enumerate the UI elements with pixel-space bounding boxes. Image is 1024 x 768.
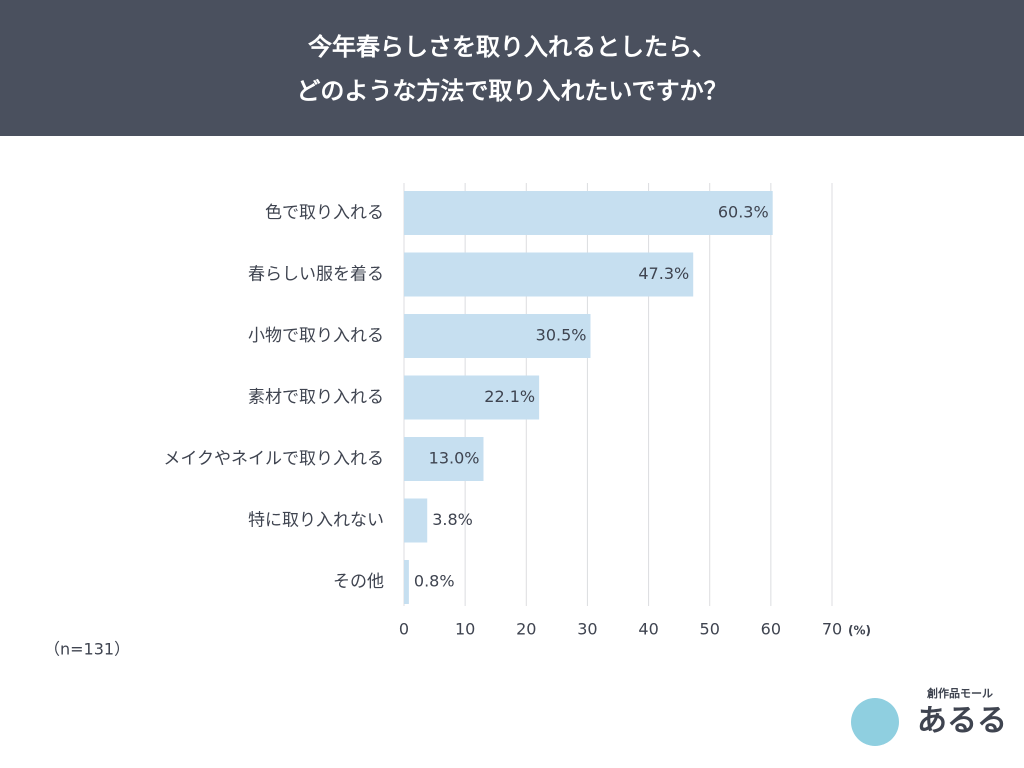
value-label: 60.3%	[718, 203, 769, 222]
x-tick-label: 40	[638, 620, 658, 639]
logo: 創作品モール あるる	[851, 686, 1007, 746]
bar	[404, 375, 540, 420]
x-tick-label: 30	[577, 620, 597, 639]
y-tick-label: 特に取り入れない	[248, 511, 384, 531]
y-tick-label: 春らしい服を着る	[248, 265, 384, 285]
y-tick-label: メイクやネイルで取り入れる	[163, 449, 384, 469]
bar	[404, 560, 409, 604]
value-label: 47.3%	[638, 264, 689, 283]
value-label: 22.1%	[484, 387, 535, 406]
chart-title: 今年春らしさを取り入れるとしたら、	[308, 33, 716, 61]
bar	[404, 498, 428, 543]
bar	[404, 437, 484, 481]
note: （n=131）	[44, 640, 130, 659]
logo-tagline: 創作品モール	[926, 686, 993, 700]
y-tick-label: 色で取り入れる	[265, 203, 384, 223]
x-tick-label: 20	[516, 620, 536, 639]
y-tick-label: その他	[333, 572, 384, 592]
x-tick-label: 70	[822, 620, 842, 639]
x-axis-label: (%)	[848, 624, 871, 638]
value-label: 3.8%	[432, 510, 473, 529]
chart-title: どのような方法で取り入れたいですか？	[296, 77, 727, 105]
x-tick-label: 10	[455, 620, 475, 639]
x-tick-label: 60	[761, 620, 781, 639]
x-tick-label: 0	[399, 620, 409, 639]
logo-icon	[851, 698, 899, 746]
value-label: 0.8%	[414, 572, 455, 591]
x-tick-label: 50	[700, 620, 720, 639]
bar	[404, 191, 773, 235]
header-band	[0, 0, 1024, 136]
y-tick-label: 小物で取り入れる	[248, 326, 384, 346]
logo-name: あるる	[917, 704, 1007, 739]
value-label: 13.0%	[429, 449, 480, 468]
value-label: 30.5%	[536, 326, 587, 345]
bar	[404, 314, 591, 358]
bar	[404, 252, 694, 297]
y-tick-label: 素材で取り入れる	[248, 388, 384, 408]
